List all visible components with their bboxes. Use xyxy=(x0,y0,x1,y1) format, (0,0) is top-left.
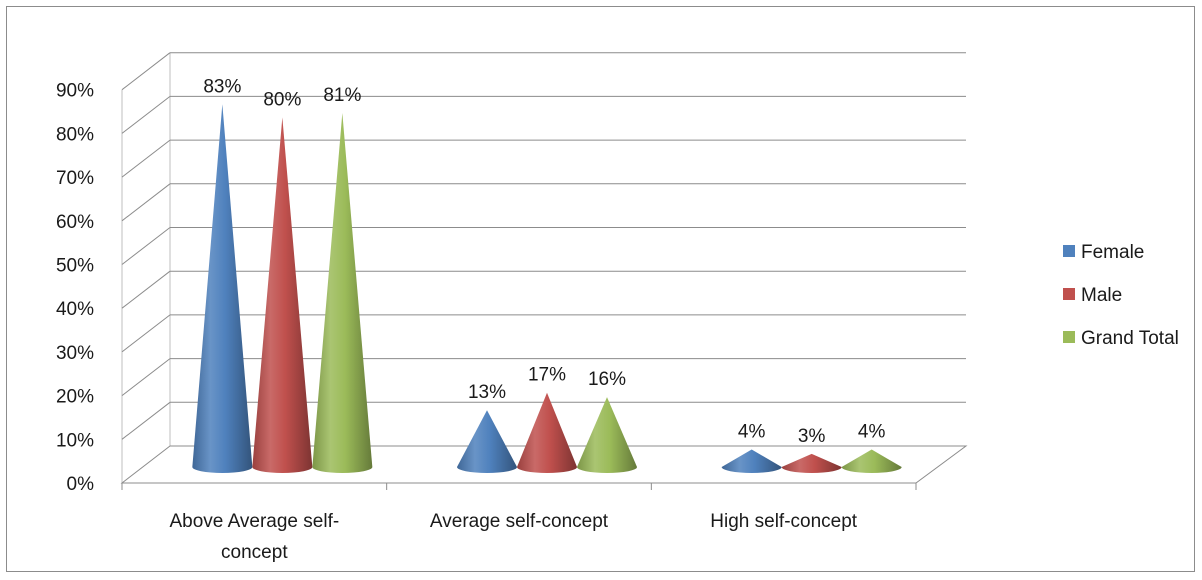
y-tick-label: 30% xyxy=(56,343,94,364)
cone-female xyxy=(192,104,253,473)
y-axis: 0% 10% 20% 30% 40% 50% 60% 70% 80% 90% xyxy=(56,81,94,495)
legend-label: Female xyxy=(1081,242,1144,263)
gridline-side xyxy=(121,358,171,396)
data-label: 4% xyxy=(858,422,886,443)
x-category-label: concept xyxy=(221,542,288,563)
gridline-side xyxy=(121,314,171,353)
x-category-label: High self-concept xyxy=(710,511,858,532)
legend-swatch xyxy=(1063,288,1075,300)
data-label: 16% xyxy=(588,369,626,390)
gridline-side xyxy=(121,183,171,222)
gridline-side xyxy=(121,227,171,265)
gridline-side xyxy=(121,96,171,134)
legend: Female Male Grand Total xyxy=(1063,242,1179,349)
cone-body xyxy=(577,397,637,473)
gridline-side xyxy=(121,52,171,91)
x-category-label: Above Average self- xyxy=(169,511,339,532)
legend-swatch xyxy=(1063,331,1075,343)
cone-body xyxy=(721,449,782,473)
legend-label: Grand Total xyxy=(1081,328,1179,349)
data-label: 3% xyxy=(798,426,826,447)
cone-body xyxy=(457,410,517,473)
data-label: 17% xyxy=(528,365,566,386)
y-tick-label: 90% xyxy=(56,81,94,102)
cone-male xyxy=(517,392,577,473)
legend-item-grand-total: Grand Total xyxy=(1063,328,1179,349)
gridline-side xyxy=(121,139,171,178)
cone-body xyxy=(312,113,373,473)
data-labels: 83% 80% 81% 13% 17% 16% 4% 3% 4% xyxy=(203,76,885,447)
data-label: 83% xyxy=(203,76,241,97)
cone-body xyxy=(781,453,842,473)
cone-body xyxy=(252,117,313,474)
gridline-side xyxy=(121,270,171,309)
cone-male xyxy=(781,453,842,473)
data-label: 4% xyxy=(738,422,766,443)
y-tick-label: 40% xyxy=(56,299,94,320)
x-category-label: Average self-concept xyxy=(430,511,609,532)
y-tick-label: 10% xyxy=(56,430,94,451)
chart-frame xyxy=(6,6,1195,572)
y-tick-label: 80% xyxy=(56,124,94,145)
x-axis: Above Average self-concept Average self-c… xyxy=(121,482,917,563)
cone-grand-total xyxy=(577,397,637,473)
cone-grand-total xyxy=(841,449,902,473)
y-tick-label: 70% xyxy=(56,168,94,189)
cone-series xyxy=(192,104,902,474)
cone-grand-total xyxy=(312,113,373,473)
data-label: 81% xyxy=(323,85,361,106)
data-label: 13% xyxy=(468,382,506,403)
y-tick-label: 20% xyxy=(56,387,94,408)
y-tick-label: 50% xyxy=(56,256,94,277)
cone-female xyxy=(721,449,782,473)
legend-swatch xyxy=(1063,245,1075,257)
legend-item-male: Male xyxy=(1063,285,1122,306)
cone-body xyxy=(517,392,577,473)
y-tick-label: 0% xyxy=(67,474,95,495)
legend-label: Male xyxy=(1081,285,1122,306)
y-tick-label: 60% xyxy=(56,212,94,233)
gridlines xyxy=(121,52,966,440)
cone-female xyxy=(457,410,517,473)
cone-body xyxy=(192,104,253,473)
legend-item-female: Female xyxy=(1063,242,1144,263)
cone-male xyxy=(252,117,313,474)
gridline-side xyxy=(121,401,171,440)
data-label: 80% xyxy=(263,89,301,110)
cone-body xyxy=(841,449,902,473)
